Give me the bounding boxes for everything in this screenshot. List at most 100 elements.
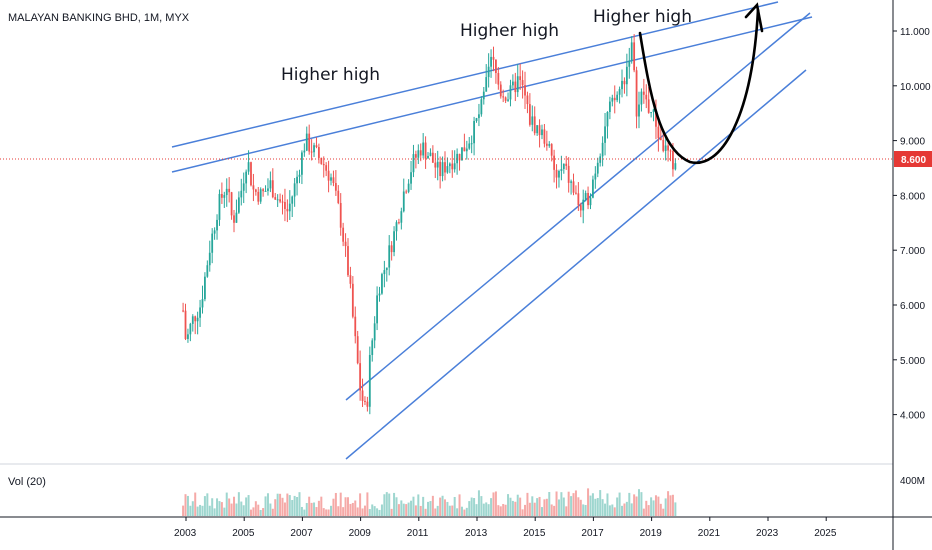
- candle-body: [434, 162, 437, 168]
- volume-bar: [400, 500, 403, 516]
- volume-bar: [514, 501, 517, 516]
- volume-bar: [262, 508, 265, 516]
- candle-body: [259, 189, 262, 202]
- volume-bar: [434, 508, 437, 516]
- candle-body: [262, 189, 265, 192]
- candle-body: [194, 316, 197, 322]
- candle-body: [497, 73, 500, 85]
- candle-body: [579, 205, 582, 211]
- volume-bar: [662, 508, 665, 516]
- candle-body: [334, 183, 337, 191]
- volume-bar: [589, 495, 592, 516]
- volume-bar: [441, 495, 444, 516]
- y-tick-label: 9.000: [900, 137, 925, 148]
- volume-bar: [378, 509, 381, 516]
- candle-body: [519, 76, 522, 81]
- volume-bar: [390, 508, 393, 516]
- volume-bar: [671, 494, 674, 516]
- candle-body: [182, 310, 184, 312]
- volume-bar: [393, 492, 396, 516]
- candle-body: [286, 208, 289, 212]
- volume-bar: [283, 502, 286, 516]
- volume-bar: [460, 506, 463, 516]
- volume-bar: [446, 501, 449, 516]
- candle-body: [490, 56, 492, 67]
- volume-bar: [337, 506, 340, 516]
- candle-body: [655, 109, 657, 127]
- volume-bar: [363, 505, 366, 516]
- candle-body: [604, 126, 606, 143]
- candle-body: [572, 181, 575, 193]
- candle-body: [247, 162, 250, 172]
- candle-body: [245, 171, 248, 184]
- volume-bar: [448, 505, 451, 516]
- volume-bar: [373, 506, 376, 516]
- volume-bar: [182, 505, 185, 516]
- chart-title: MALAYAN BANKING BHD, 1M, MYX: [8, 12, 190, 24]
- candle-body: [427, 155, 429, 159]
- candle-body: [201, 299, 204, 308]
- volume-bar: [611, 504, 614, 516]
- candle-body: [567, 165, 570, 183]
- candle-body: [288, 203, 291, 212]
- volume-bar: [582, 504, 585, 516]
- volume-bar: [475, 504, 478, 516]
- candle-body: [446, 166, 449, 173]
- volume-bar: [269, 503, 272, 516]
- volume-bar: [591, 493, 594, 516]
- candle-body: [482, 91, 485, 100]
- volume-bar: [274, 499, 277, 516]
- candle-body: [565, 163, 568, 166]
- candle-body: [436, 161, 439, 168]
- candle-series: [182, 34, 677, 415]
- volume-bar: [213, 508, 216, 516]
- candle-body: [269, 180, 272, 189]
- volume-bar: [184, 494, 187, 516]
- candle-body: [468, 143, 471, 149]
- candle-body: [618, 89, 621, 95]
- volume-bar: [349, 503, 352, 516]
- volume-bar: [637, 489, 640, 516]
- candle-body: [393, 231, 395, 253]
- candle-body: [410, 172, 412, 184]
- volume-bar: [545, 498, 548, 516]
- volume-bar: [674, 502, 677, 516]
- volume-bar: [625, 501, 628, 516]
- candle-body: [330, 177, 332, 181]
- candle-body: [291, 196, 294, 204]
- candle-body: [412, 154, 415, 173]
- candle-body: [322, 163, 325, 166]
- y-tick-label: 6.000: [900, 301, 925, 312]
- volume-bar: [565, 506, 568, 516]
- candle-body: [521, 80, 524, 86]
- x-axis: 2003 2005 2007 2009 2011 2013 2015 2017 2019 2021…: [174, 517, 837, 539]
- volume-bar: [194, 492, 197, 516]
- volume-bar: [596, 497, 599, 516]
- volume-bar: [579, 499, 582, 516]
- volume-bar: [191, 501, 194, 516]
- volume-bar: [361, 508, 364, 516]
- candle-body: [339, 202, 342, 228]
- candle-body: [509, 85, 512, 100]
- candle-body: [652, 109, 655, 113]
- volume-bar: [470, 497, 473, 516]
- volume-bar: [380, 504, 383, 516]
- candle-body: [296, 176, 298, 184]
- x-tick-label: 2011: [407, 528, 429, 539]
- volume-bar: [482, 503, 485, 516]
- candle-body: [242, 183, 245, 191]
- candle-body: [276, 199, 279, 201]
- volume-bar: [555, 491, 558, 516]
- candle-body: [189, 323, 192, 335]
- candle-body: [225, 188, 228, 196]
- volume-bar: [436, 505, 439, 516]
- y-tick-label: 7.000: [900, 246, 925, 257]
- candle-body: [502, 96, 505, 98]
- volume-bar: [376, 508, 379, 516]
- volume-bar: [317, 500, 320, 516]
- candle-body: [659, 138, 662, 140]
- volume-bar: [613, 507, 616, 516]
- volume-bar: [465, 507, 468, 516]
- volume-bar: [538, 496, 541, 516]
